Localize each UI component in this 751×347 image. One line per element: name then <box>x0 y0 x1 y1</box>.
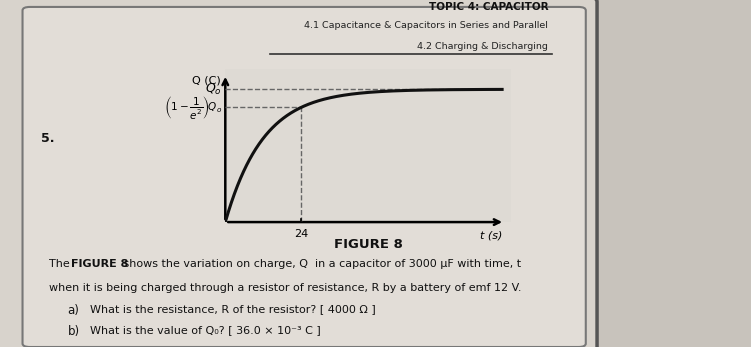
FancyBboxPatch shape <box>23 7 586 347</box>
Text: when it is being charged through a resistor of resistance, R by a battery of emf: when it is being charged through a resis… <box>49 283 521 293</box>
Text: 4.1 Capacitance & Capacitors in Series and Parallel: 4.1 Capacitance & Capacitors in Series a… <box>304 21 548 30</box>
Text: FIGURE 8: FIGURE 8 <box>333 238 403 251</box>
Text: 4.2 Charging & Discharging: 4.2 Charging & Discharging <box>418 42 548 51</box>
Text: 5.: 5. <box>41 132 55 145</box>
Text: $Q_{\mathit{o}}$: $Q_{\mathit{o}}$ <box>205 82 222 97</box>
Text: TOPIC 4: CAPACITOR: TOPIC 4: CAPACITOR <box>429 2 548 12</box>
Text: 24: 24 <box>294 229 309 239</box>
Text: shows the variation on charge, Q  in a capacitor of 3000 μF with time, t: shows the variation on charge, Q in a ca… <box>120 259 521 269</box>
Text: What is the resistance, R of the resistor? [ 4000 Ω ]: What is the resistance, R of the resisto… <box>90 304 376 314</box>
Text: $\left(1-\dfrac{1}{e^2}\right)\!Q_{\mathit{o}}$: $\left(1-\dfrac{1}{e^2}\right)\!Q_{\math… <box>164 94 222 121</box>
Text: What is the value of Q₀? [ 36.0 × 10⁻³ C ]: What is the value of Q₀? [ 36.0 × 10⁻³ C… <box>90 325 321 336</box>
Text: FIGURE 8: FIGURE 8 <box>71 259 128 269</box>
Text: t (s): t (s) <box>480 231 502 241</box>
FancyBboxPatch shape <box>0 0 597 347</box>
Text: b): b) <box>68 325 80 338</box>
Text: Q (C): Q (C) <box>192 76 221 85</box>
Text: The: The <box>49 259 73 269</box>
Text: a): a) <box>68 304 80 316</box>
